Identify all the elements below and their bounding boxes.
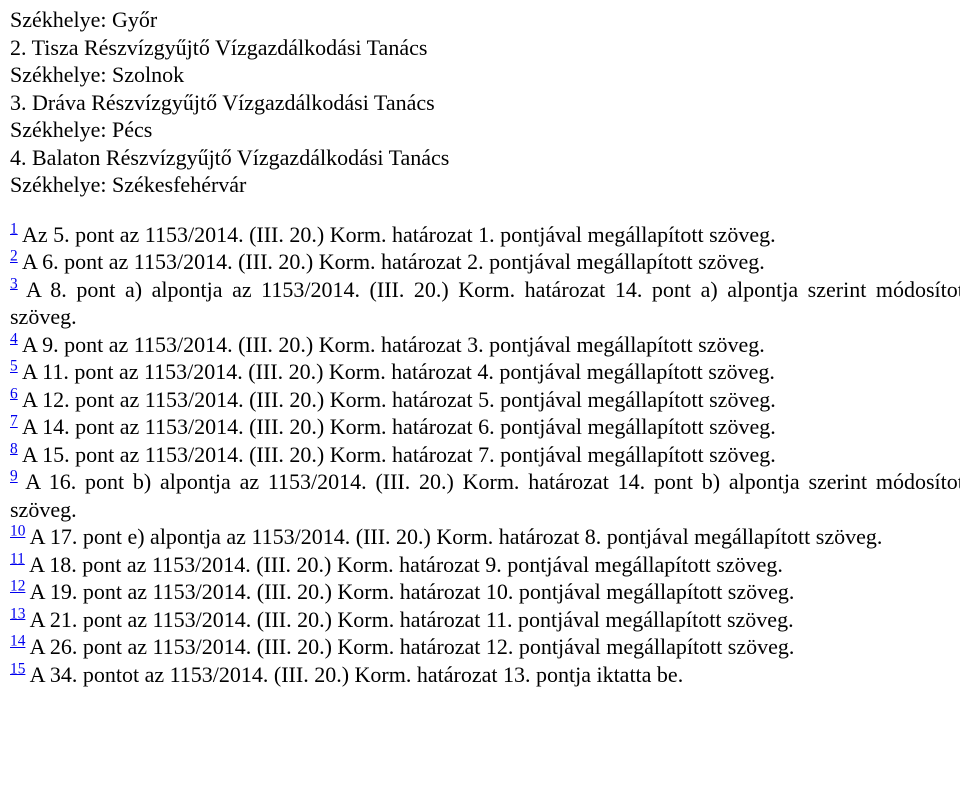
footnote-line: 4 A 9. pont az 1153/2014. (III. 20.) Kor… [10,331,960,359]
spacer [10,199,960,221]
intro-line: Székhelye: Győr [10,6,960,34]
footnote-line: 9 A 16. pont b) alpontja az 1153/2014. (… [10,468,960,523]
intro-line: 4. Balaton Részvízgyűjtő Vízgazdálkodási… [10,144,960,172]
footnotes-block: 1 Az 5. pont az 1153/2014. (III. 20.) Ko… [10,221,960,689]
footnote-text: A 17. pont e) alpontja az 1153/2014. (II… [25,524,882,549]
footnote-ref-link[interactable]: 1 [10,220,18,237]
footnote-ref-link[interactable]: 8 [10,440,18,457]
footnote-text: A 14. pont az 1153/2014. (III. 20.) Korm… [18,414,776,439]
footnote-ref-link[interactable]: 14 [10,633,25,650]
footnote-text: A 16. pont b) alpontja az 1153/2014. (II… [10,469,960,522]
footnote-line: 6 A 12. pont az 1153/2014. (III. 20.) Ko… [10,386,960,414]
footnote-line: 14 A 26. pont az 1153/2014. (III. 20.) K… [10,633,960,661]
footnote-text: A 34. pontot az 1153/2014. (III. 20.) Ko… [25,662,683,687]
footnote-text: A 19. pont az 1153/2014. (III. 20.) Korm… [25,579,794,604]
footnote-line: 3 A 8. pont a) alpontja az 1153/2014. (I… [10,276,960,331]
footnote-line: 5 A 11. pont az 1153/2014. (III. 20.) Ko… [10,358,960,386]
footnote-ref-link[interactable]: 10 [10,523,25,540]
footnote-ref-link[interactable]: 7 [10,413,18,430]
intro-line: Székhelye: Székesfehérvár [10,171,960,199]
footnote-text: A 11. pont az 1153/2014. (III. 20.) Korm… [18,359,775,384]
footnote-line: 7 A 14. pont az 1153/2014. (III. 20.) Ko… [10,413,960,441]
footnote-line: 8 A 15. pont az 1153/2014. (III. 20.) Ko… [10,441,960,469]
footnote-text: A 21. pont az 1153/2014. (III. 20.) Korm… [25,607,793,632]
footnote-ref-link[interactable]: 9 [10,468,18,485]
footnote-text: A 9. pont az 1153/2014. (III. 20.) Korm.… [18,332,765,357]
footnote-ref-link[interactable]: 13 [10,605,25,622]
intro-line: Székhelye: Pécs [10,116,960,144]
footnote-ref-link[interactable]: 2 [10,248,18,265]
footnote-text: A 15. pont az 1153/2014. (III. 20.) Korm… [18,442,776,467]
footnote-text: A 26. pont az 1153/2014. (III. 20.) Korm… [25,634,794,659]
footnote-text: Az 5. pont az 1153/2014. (III. 20.) Korm… [18,222,776,247]
footnote-ref-link[interactable]: 15 [10,660,25,677]
footnote-text: A 12. pont az 1153/2014. (III. 20.) Korm… [18,387,776,412]
footnote-line: 11 A 18. pont az 1153/2014. (III. 20.) K… [10,551,960,579]
intro-line: 3. Dráva Részvízgyűjtő Vízgazdálkodási T… [10,89,960,117]
footnote-ref-link[interactable]: 5 [10,358,18,375]
footnote-ref-link[interactable]: 3 [10,275,18,292]
intro-line: Székhelye: Szolnok [10,61,960,89]
footnote-line: 12 A 19. pont az 1153/2014. (III. 20.) K… [10,578,960,606]
footnote-line: 15 A 34. pontot az 1153/2014. (III. 20.)… [10,661,960,689]
intro-block: Székhelye: Győr 2. Tisza Részvízgyűjtő V… [10,6,960,199]
footnote-ref-link[interactable]: 4 [10,330,18,347]
footnote-line: 10 A 17. pont e) alpontja az 1153/2014. … [10,523,960,551]
footnote-text: A 6. pont az 1153/2014. (III. 20.) Korm.… [18,249,765,274]
footnote-ref-link[interactable]: 11 [10,550,25,567]
footnote-ref-link[interactable]: 12 [10,578,25,595]
intro-line: 2. Tisza Részvízgyűjtő Vízgazdálkodási T… [10,34,960,62]
footnote-text: A 8. pont a) alpontja az 1153/2014. (III… [10,277,960,330]
footnote-line: 2 A 6. pont az 1153/2014. (III. 20.) Kor… [10,248,960,276]
footnote-line: 13 A 21. pont az 1153/2014. (III. 20.) K… [10,606,960,634]
footnote-line: 1 Az 5. pont az 1153/2014. (III. 20.) Ko… [10,221,960,249]
footnote-ref-link[interactable]: 6 [10,385,18,402]
footnote-text: A 18. pont az 1153/2014. (III. 20.) Korm… [25,552,783,577]
